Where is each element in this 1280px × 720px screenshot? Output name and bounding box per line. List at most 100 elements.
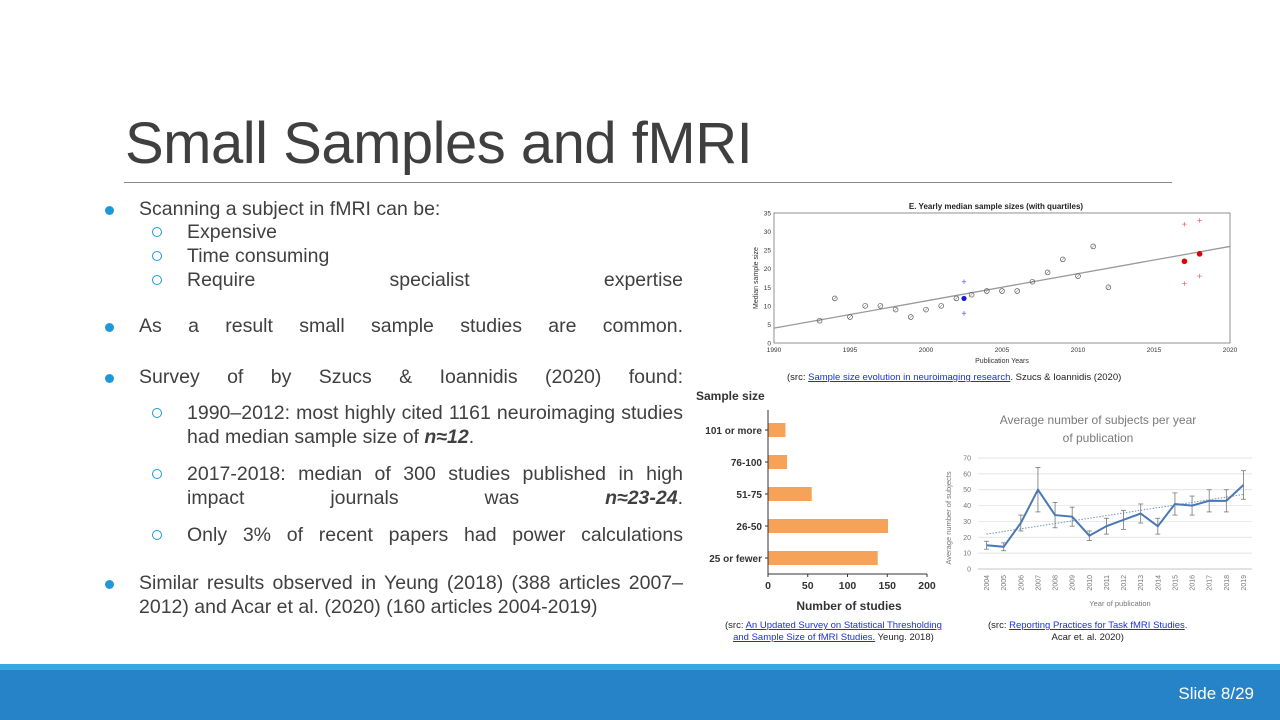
x-tick-label: 50 (802, 580, 814, 592)
data-point-mark (1076, 274, 1080, 278)
y-tick-label: 35 (764, 211, 772, 218)
data-point-mark (1045, 270, 1050, 275)
y-tick-label: 30 (764, 229, 772, 236)
bullet-text: As a result small sample studies are com… (139, 315, 683, 337)
bullet-dot (105, 206, 114, 215)
data-point-mark (969, 293, 974, 297)
data-point (953, 295, 960, 302)
x-tick-label: 2012 (1121, 575, 1128, 591)
sub-bullet-2017-2018: 2017-2018: median of 300 studies publish… (152, 462, 683, 510)
x-tick-label: 200 (918, 580, 936, 592)
data-point-mark (1106, 285, 1111, 289)
y-tick-label: 20 (963, 535, 971, 542)
y-tick-label: 40 (963, 503, 971, 510)
category-label: 101 or more (705, 426, 762, 437)
caption-szucs: (src: Sample size evolution in neuroimag… (787, 372, 1122, 383)
data-point (892, 306, 899, 313)
x-axis-label: Number of studies (796, 599, 902, 613)
sub-bullet-1990-2012: 1990–2012: most highly cited 1161 neuroi… (152, 401, 683, 449)
data-point-mark (1015, 289, 1019, 293)
sub-bullet-ring (152, 227, 162, 237)
footer-accent-strip (0, 664, 1280, 670)
x-tick-label: 2020 (1223, 347, 1238, 354)
y-tick-label: 10 (963, 551, 971, 558)
source-link-acar[interactable]: Reporting Practices for Task fMRI Studie… (1009, 620, 1185, 631)
x-tick-label: 2015 (1147, 347, 1162, 354)
bullet-text: Survey of by Szucs & Ioannidis (2020) fo… (139, 366, 683, 388)
bullet-text: Similar results observed in Yeung (2018)… (139, 572, 683, 618)
trend-line (986, 493, 1244, 535)
source-link-szucs[interactable]: Sample size evolution in neuroimaging re… (808, 372, 1011, 383)
x-tick-label: 2011 (1104, 575, 1111, 590)
data-point (1044, 269, 1051, 276)
bar (768, 455, 788, 469)
data-point-mark (924, 307, 928, 312)
x-tick-label: 2015 (1172, 575, 1179, 591)
footer-bar (0, 670, 1280, 720)
x-tick-label: 2009 (1070, 575, 1077, 591)
y-tick-label: 0 (967, 567, 971, 574)
bar (768, 487, 812, 501)
y-tick-label: 25 (764, 248, 772, 255)
x-tick-label: 2005 (1001, 575, 1008, 591)
data-point-mark (878, 304, 883, 308)
series-line (986, 484, 1245, 548)
data-point-mark (848, 315, 852, 319)
caption-yeung: (src: An Updated Survey on Statistical T… (725, 620, 942, 643)
bullet-text: Scanning a subject in fMRI can be: (139, 198, 441, 220)
x-tick-label: 2018 (1224, 575, 1231, 591)
data-point (1060, 256, 1066, 263)
chart-title: Sample size (696, 389, 765, 403)
sub-bullet-time: Time consuming (152, 244, 683, 268)
x-tick-label: 1990 (767, 347, 782, 354)
bullet-survey: Survey of by Szucs & Ioannidis (2020) fo… (100, 365, 683, 389)
data-point-mark (1030, 280, 1035, 284)
category-label: 26-50 (736, 522, 762, 533)
category-label: 76-100 (731, 458, 763, 469)
caption-acar: (src: Reporting Practices for Task fMRI … (988, 620, 1188, 643)
data-point (984, 288, 990, 294)
bullet-dot (105, 374, 114, 383)
data-point (1014, 288, 1020, 294)
x-tick-label: 2005 (995, 347, 1010, 354)
sub-bullet-power: Only 3% of recent papers had power calcu… (152, 523, 683, 547)
x-tick-label: 1995 (843, 347, 858, 354)
slide-number: Slide 8/29 (1178, 684, 1254, 703)
data-point (999, 288, 1005, 294)
y-tick-label: 15 (764, 285, 772, 292)
bullet-scanning: Scanning a subject in fMRI can be: (100, 197, 683, 221)
source-link-yeung-line2[interactable]: and Sample Size of fMRI Studies. (733, 632, 876, 643)
slide-title: Small Samples and fMRI (125, 111, 753, 176)
data-point (938, 303, 944, 309)
x-tick-label: 2019 (1241, 575, 1248, 591)
data-point-mark (954, 296, 959, 301)
data-point (832, 295, 838, 302)
y-axis-label: Average number of subjects (944, 471, 953, 564)
data-point-mark (939, 304, 943, 308)
sub-bullet-ring (152, 408, 162, 418)
bullet-similar-results: Similar results observed in Yeung (2018)… (100, 571, 683, 619)
sub-bullet-text: 1990–2012: most highly cited 1161 neuroi… (187, 402, 683, 448)
chart-title-line1: Average number of subjects per year (1000, 413, 1197, 427)
sub-bullet-text: Expensive (187, 221, 277, 243)
scatter-chart-median-sample-sizes: E. Yearly median sample sizes (with quar… (753, 202, 1238, 365)
x-tick-label: 2006 (1018, 575, 1025, 591)
data-point-mark (863, 304, 867, 308)
y-axis-label: Median sample size (753, 247, 760, 309)
x-tick-label: 100 (839, 580, 857, 592)
median-point-red (1196, 251, 1203, 257)
data-point (847, 314, 853, 320)
x-tick-label: 2000 (919, 347, 934, 354)
data-point (1075, 273, 1081, 279)
y-tick-label: 10 (764, 303, 772, 310)
data-point-mark (1000, 289, 1004, 293)
source-link-yeung[interactable]: An Updated Survey on Statistical Thresho… (745, 620, 942, 631)
x-tick-label: 2010 (1071, 347, 1086, 354)
x-tick-label: 2007 (1035, 575, 1042, 591)
data-point (816, 317, 823, 324)
sub-bullet-expensive: Expensive (152, 220, 683, 244)
data-point (1029, 278, 1036, 285)
x-tick-label: 2010 (1087, 575, 1094, 591)
data-point-mark (909, 315, 913, 319)
bar (768, 423, 786, 437)
